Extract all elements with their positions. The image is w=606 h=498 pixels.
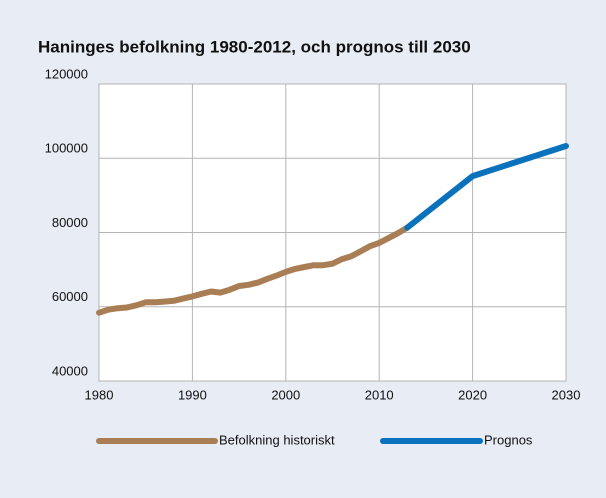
legend-label: Prognos [484,432,533,447]
y-tick-label: 80000 [52,215,88,230]
x-tick-label: 1990 [178,387,207,402]
y-tick-label: 40000 [52,363,88,378]
line [96,224,411,316]
x-tick-label: 2020 [458,387,487,402]
y-tick-label: 100000 [45,141,88,156]
x-tick-label: 1980 [85,387,114,402]
line [404,143,569,231]
legend-label: Befolkning historiskt [219,432,335,447]
x-tick-label: 2030 [552,387,581,402]
y-tick-label: 60000 [52,289,88,304]
chart-title: Haninges befolkning 1980-2012, och progn… [38,37,471,56]
y-tick-label: 120000 [45,66,88,81]
x-tick-label: 2010 [365,387,394,402]
x-tick-label: 2000 [271,387,300,402]
